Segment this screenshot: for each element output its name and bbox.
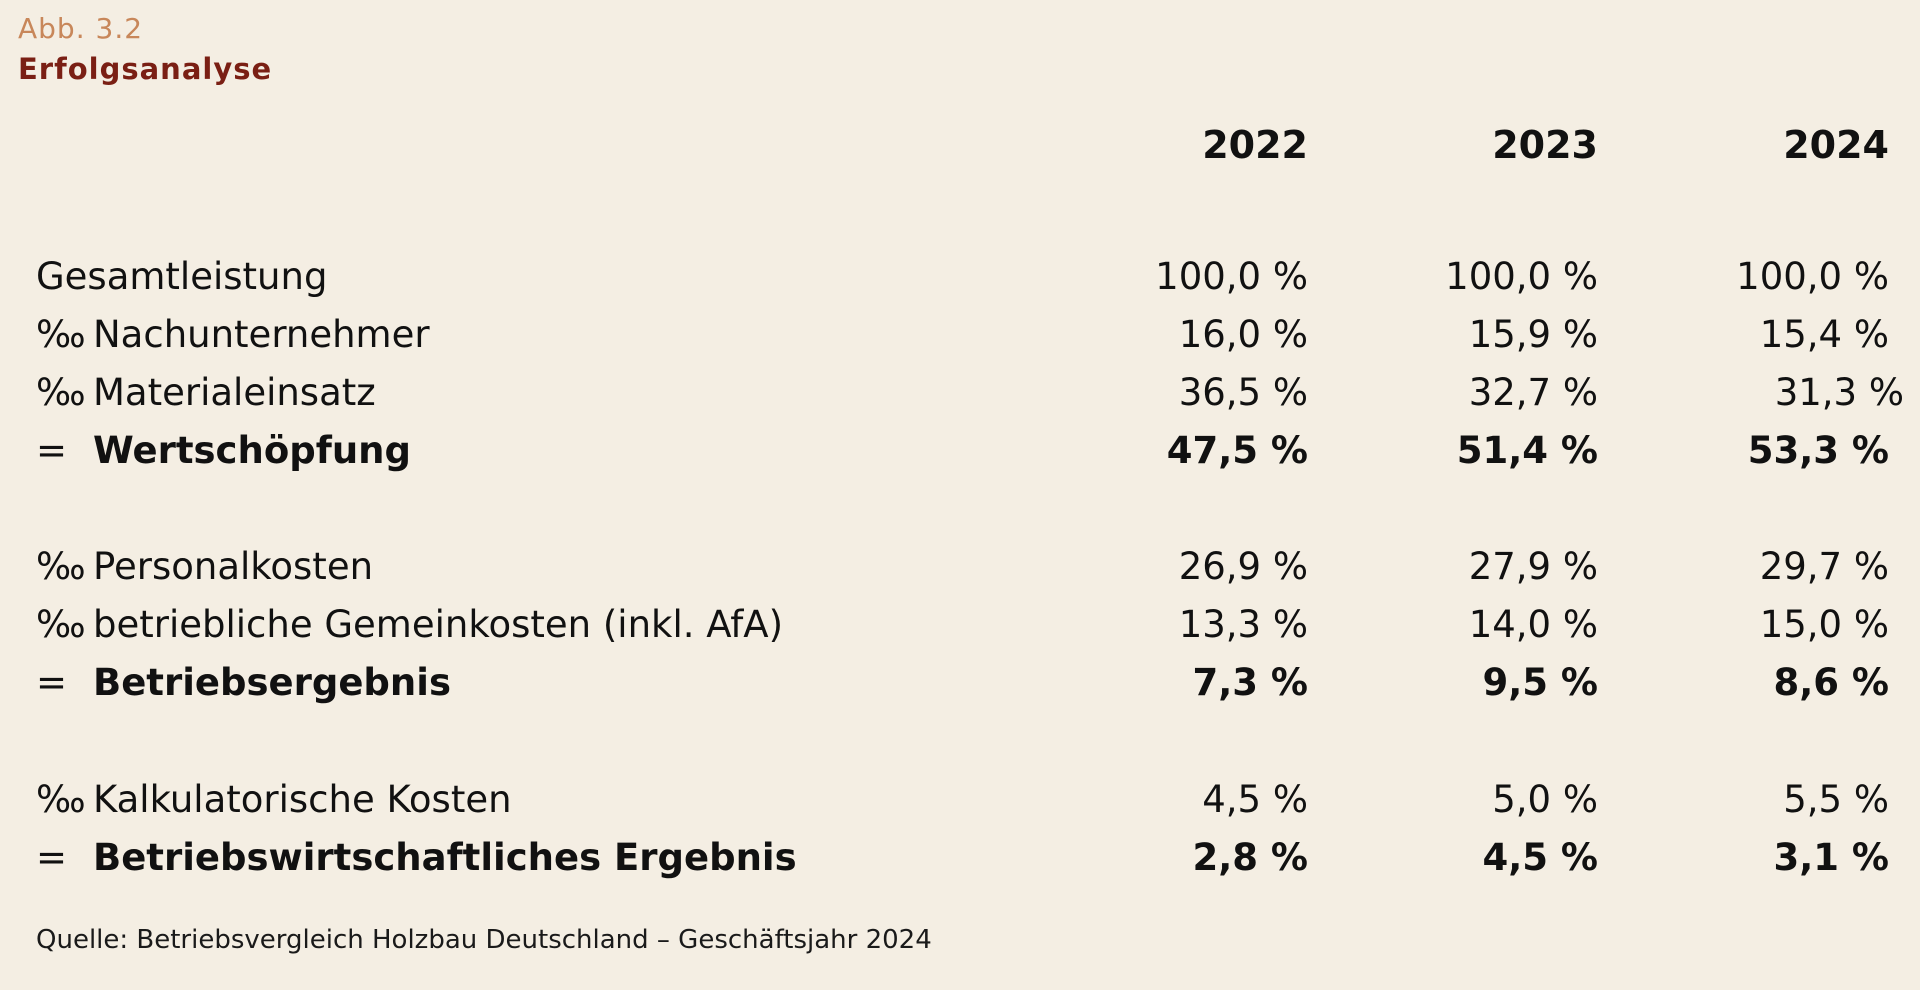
row-value-2022: 2,8 % (1192, 836, 1309, 879)
row-value-2023: 51,4 % (1456, 429, 1598, 472)
row-value-2023: 4,5 % (1482, 836, 1599, 879)
row-value-2024: 15,0 % (1759, 603, 1889, 646)
table-row-betriebsergebnis: = Betriebsergebnis 7,3 % 9,5 % 8,6 % (0, 654, 1920, 712)
row-value-2022: 7,3 % (1192, 661, 1309, 704)
table-row-gesamtleistung: Gesamtleistung 100,0 % 100,0 % 100,0 % (0, 248, 1920, 306)
row-operator: = (36, 836, 68, 879)
row-value-2024: 53,3 % (1747, 429, 1889, 472)
row-value-2023: 15,9 % (1468, 313, 1598, 356)
year-header-2023: 2023 (1492, 123, 1598, 167)
row-value-2023: 100,0 % (1445, 255, 1598, 298)
row-value-2022: 26,9 % (1178, 545, 1308, 588)
table-row-wertschoepfung: = Wertschöpfung 47,5 % 51,4 % 53,3 % (0, 422, 1920, 480)
table-row-betriebswirtschaftliches-ergebnis: = Betriebswirtschaftliches Ergebnis 2,8 … (0, 829, 1920, 887)
row-value-2022: 4,5 % (1202, 778, 1308, 821)
row-operator: = (36, 429, 68, 472)
table-row-nachunternehmer: ‰ Nachunternehmer 16,0 % 15,9 % 15,4 % (0, 306, 1920, 364)
row-value-2023: 9,5 % (1482, 661, 1599, 704)
row-value-2024: 29,7 % (1759, 545, 1889, 588)
year-header-2024: 2024 (1783, 123, 1889, 167)
row-value-2024: 31,3 % (1774, 371, 1904, 414)
table-row-kalkulatorische-kosten: ‰ Kalkulatorische Kosten 4,5 % 5,0 % 5,5… (0, 771, 1920, 829)
row-label: Gesamtleistung (36, 255, 328, 298)
row-value-2023: 27,9 % (1468, 545, 1598, 588)
row-value-2022: 13,3 % (1178, 603, 1308, 646)
row-value-2024: 5,5 % (1783, 778, 1889, 821)
row-operator: ‰ (36, 603, 86, 646)
row-value-2024: 8,6 % (1773, 661, 1890, 704)
row-value-2022: 36,5 % (1178, 371, 1308, 414)
figure-title: Erfolgsanalyse (18, 52, 273, 86)
row-operator: ‰ (36, 371, 86, 414)
row-operator: ‰ (36, 313, 86, 356)
row-value-2023: 32,7 % (1468, 371, 1598, 414)
row-operator: ‰ (36, 778, 86, 821)
row-label: Nachunternehmer (93, 313, 430, 356)
table-row-personalkosten: ‰ Personalkosten 26,9 % 27,9 % 29,7 % (0, 538, 1920, 596)
row-label: Betriebsergebnis (93, 661, 451, 704)
year-header-2022: 2022 (1202, 123, 1308, 167)
row-value-2022: 16,0 % (1178, 313, 1308, 356)
row-label: Personalkosten (93, 545, 374, 588)
row-label: Wertschöpfung (93, 429, 411, 472)
row-operator: = (36, 661, 68, 704)
row-label: Kalkulatorische Kosten (93, 778, 512, 821)
table-row-materialeinsatz: ‰ Materialeinsatz 36,5 % 32,7 % 31,3 % (0, 364, 1920, 422)
row-value-2024: 100,0 % (1736, 255, 1889, 298)
row-label: Betriebswirtschaftliches Ergebnis (93, 836, 797, 879)
row-label: Materialeinsatz (93, 371, 376, 414)
row-value-2023: 14,0 % (1468, 603, 1598, 646)
source-note: Quelle: Betriebsvergleich Holzbau Deutsc… (36, 925, 932, 955)
row-value-2023: 5,0 % (1492, 778, 1598, 821)
figure-label: Abb. 3.2 (18, 12, 144, 45)
row-value-2024: 3,1 % (1773, 836, 1890, 879)
row-value-2022: 47,5 % (1166, 429, 1308, 472)
row-value-2024: 15,4 % (1759, 313, 1889, 356)
table-row-gemeinkosten: ‰ betriebliche Gemeinkosten (inkl. AfA) … (0, 596, 1920, 654)
row-label: betriebliche Gemeinkosten (inkl. AfA) (93, 603, 784, 646)
row-operator: ‰ (36, 545, 86, 588)
row-value-2022: 100,0 % (1155, 255, 1308, 298)
